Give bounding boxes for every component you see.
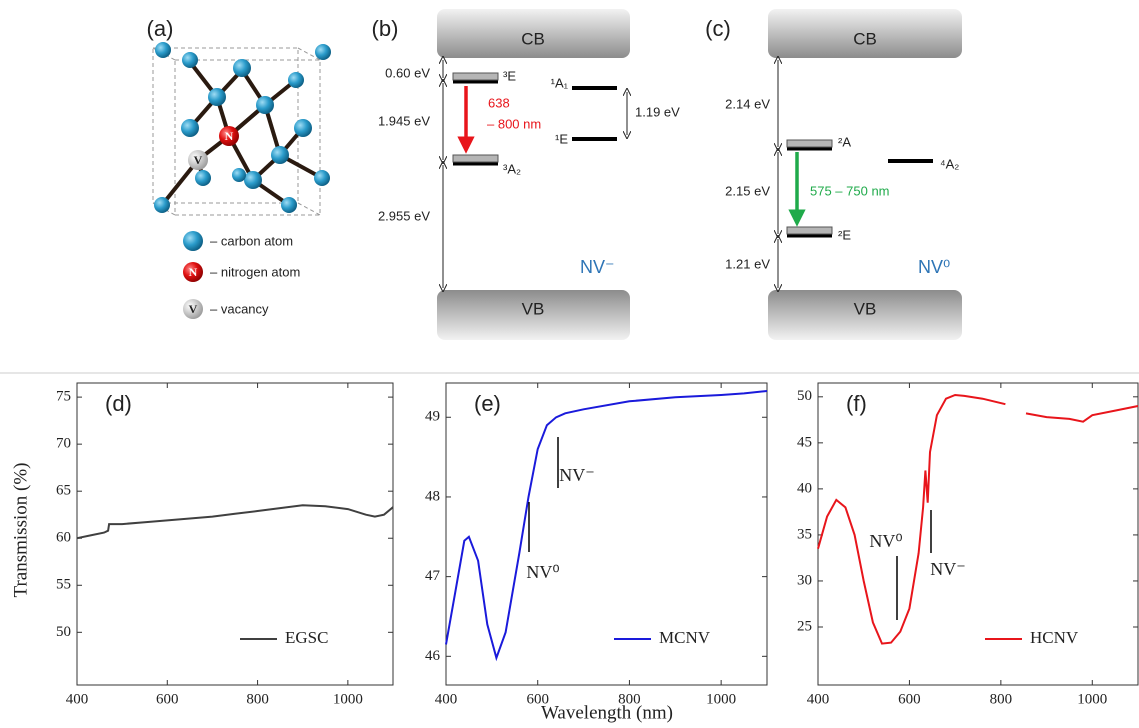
plot-frame xyxy=(446,383,767,685)
band-diagram-b: CB VB xyxy=(437,9,630,340)
y-tick-label: 35 xyxy=(797,526,812,542)
panel-label: (a) xyxy=(147,16,174,41)
annotation: NV⁰ xyxy=(526,562,559,582)
energy-label: 1.19 eV xyxy=(635,104,680,119)
panel-label: (c) xyxy=(705,16,731,41)
state-label: ³E xyxy=(503,68,516,83)
band-label: VB xyxy=(522,299,545,318)
y-tick-label: 50 xyxy=(56,624,71,640)
band-label: VB xyxy=(854,299,877,318)
band-label: CB xyxy=(853,29,877,48)
charts: 400 600 800 1000 50 55 60 65 70 75 (d) Transmission… xyxy=(10,383,1138,723)
panel-label: (d) xyxy=(105,391,132,416)
emission-label: – 800 nm xyxy=(487,116,541,131)
y-tick-label: 70 xyxy=(56,436,71,452)
y-tick-label: 50 xyxy=(797,388,812,404)
center-label: NV⁰ xyxy=(918,257,950,277)
x-tick-label: 1000 xyxy=(1077,691,1107,707)
panel-label: (e) xyxy=(474,391,501,416)
y-axis-label: Transmission (%) xyxy=(10,463,31,598)
state-label: ⁴A₂ xyxy=(940,156,959,171)
annotation: NV⁰ xyxy=(869,531,902,551)
x-axis-label: Wavelength (nm) xyxy=(541,702,673,723)
y-tick-label: 60 xyxy=(56,530,71,546)
x-tick-label: 400 xyxy=(807,691,830,707)
legend-icon-label: V xyxy=(189,302,198,316)
data-line xyxy=(446,391,767,658)
y-tick-label: 25 xyxy=(797,618,812,634)
y-tick-label: 40 xyxy=(797,480,812,496)
crystal: N V xyxy=(153,42,331,215)
y-tick-label: 48 xyxy=(425,488,440,504)
x-tick-label: 400 xyxy=(435,691,458,707)
figure: (a) N V – carbon atom N – nitrogen atom … xyxy=(0,0,1139,728)
legend-label: HCNV xyxy=(1030,628,1079,647)
center-label: NV⁻ xyxy=(580,257,615,277)
energy-label: 1.945 eV xyxy=(378,113,430,128)
legend-icon xyxy=(183,231,203,251)
diagram-panels: (a) N V – carbon atom N – nitrogen atom … xyxy=(147,9,962,340)
x-tick-label: 600 xyxy=(156,691,179,707)
energy-label: 2.15 eV xyxy=(725,183,770,198)
y-tick-label: 46 xyxy=(425,648,441,664)
data-line xyxy=(77,505,393,538)
x-tick-label: 800 xyxy=(246,691,269,707)
state-label: ²A xyxy=(838,134,851,149)
data-line xyxy=(818,395,1138,644)
state-label: ²E xyxy=(838,227,851,242)
state-label: ¹A₁ xyxy=(551,75,569,90)
y-tick-label: 65 xyxy=(56,483,71,499)
band-label: CB xyxy=(521,29,545,48)
emission-label: 638 xyxy=(488,95,510,110)
legend-text: – vacancy xyxy=(210,301,269,316)
legend-icon-label: N xyxy=(189,265,198,279)
state-label: ¹E xyxy=(555,131,568,146)
y-tick-label: 47 xyxy=(425,568,441,584)
energy-label: 0.60 eV xyxy=(385,65,430,80)
emission-label: 575 – 750 nm xyxy=(810,183,890,198)
panel-label: (b) xyxy=(372,16,399,41)
y-tick-label: 30 xyxy=(797,572,812,588)
plot-frame xyxy=(818,383,1138,685)
y-tick-label: 49 xyxy=(425,409,440,425)
annotation: NV⁻ xyxy=(559,465,595,485)
y-tick-label: 55 xyxy=(56,577,71,593)
annotation: NV⁻ xyxy=(930,559,966,579)
energy-label: 2.14 eV xyxy=(725,96,770,111)
legend-text: – carbon atom xyxy=(210,233,293,248)
x-tick-label: 800 xyxy=(990,691,1013,707)
atom-label: V xyxy=(194,153,203,167)
energy-label: 1.21 eV xyxy=(725,256,770,271)
x-tick-label: 1000 xyxy=(706,691,736,707)
state-label: ³A₂ xyxy=(503,161,521,176)
legend-text: – nitrogen atom xyxy=(210,264,300,279)
legend-label: MCNV xyxy=(659,628,711,647)
panel-label: (f) xyxy=(846,391,867,416)
x-tick-label: 600 xyxy=(898,691,921,707)
atom-label: N xyxy=(225,129,234,143)
x-tick-label: 400 xyxy=(66,691,89,707)
energy-label: 2.955 eV xyxy=(378,208,430,223)
x-tick-label: 1000 xyxy=(333,691,363,707)
plot-frame xyxy=(77,383,393,685)
y-tick-label: 75 xyxy=(56,389,71,405)
y-tick-label: 45 xyxy=(797,434,812,450)
legend-label: EGSC xyxy=(285,628,328,647)
